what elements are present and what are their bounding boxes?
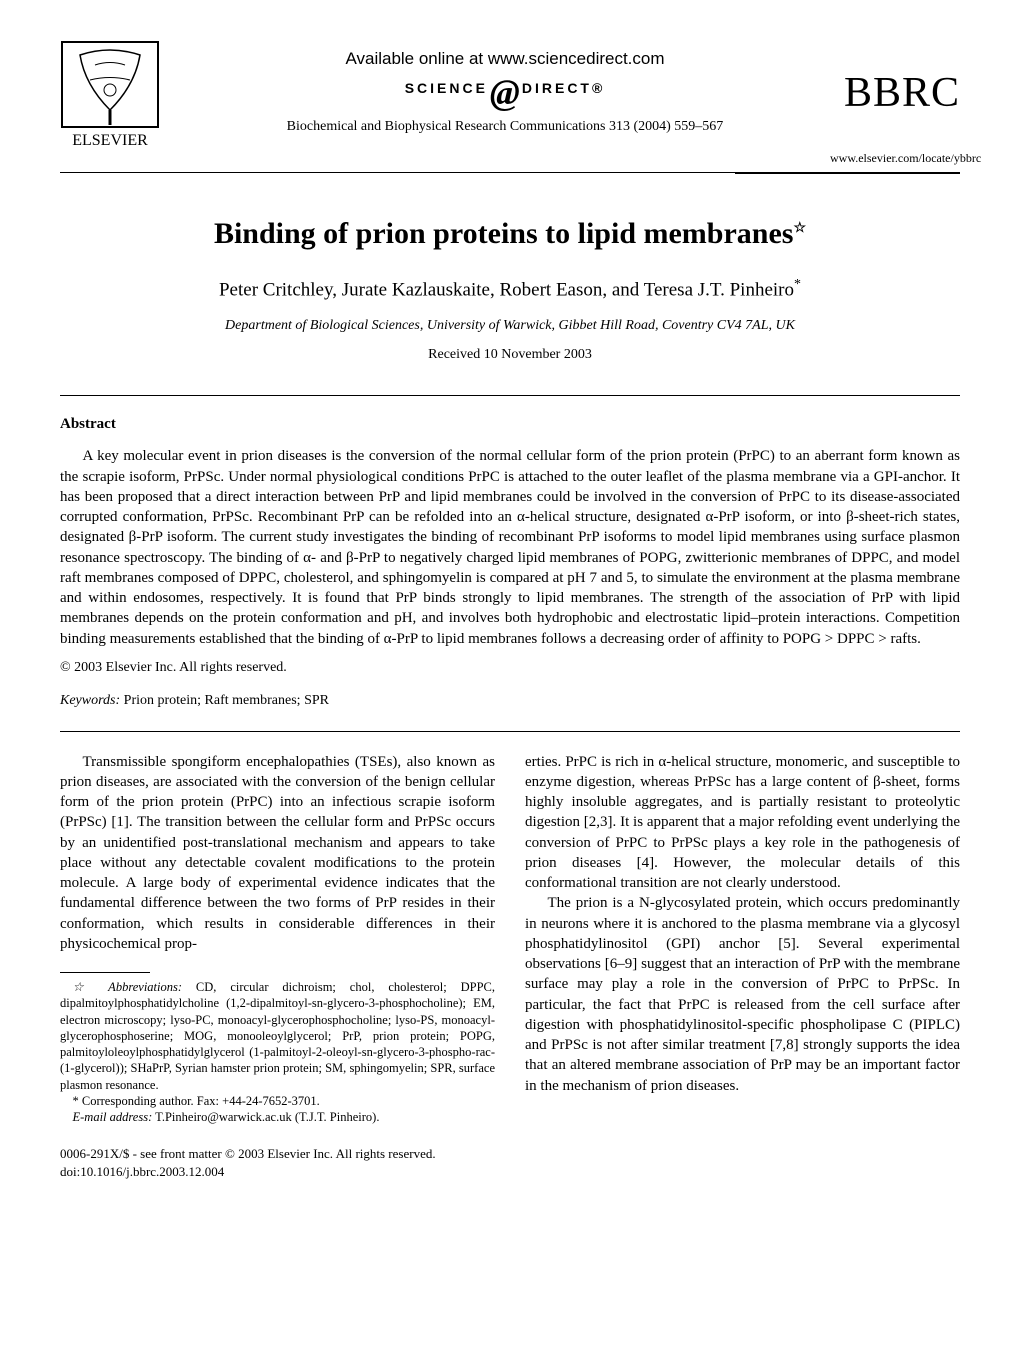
- journal-url: www.elsevier.com/locate/ybbrc: [830, 150, 960, 166]
- keywords-line: Keywords: Prion protein; Raft membranes;…: [60, 692, 960, 711]
- left-column: Transmissible spongiform encephalopathie…: [60, 752, 495, 1126]
- sciencedirect-logo: SCIENCE @ DIRECT®: [405, 79, 606, 98]
- corresponding-footnote: * Corresponding author. Fax: +44-24-7652…: [60, 1093, 495, 1109]
- keywords-label: Keywords:: [60, 693, 120, 708]
- sd-direct-text: DIRECT®: [522, 79, 605, 98]
- elsevier-text: ELSEVIER: [72, 132, 148, 149]
- rule-left: [60, 172, 735, 174]
- footer-line-1: 0006-291X/$ - see front matter © 2003 El…: [60, 1145, 960, 1163]
- right-column: erties. PrPC is rich in α-helical struct…: [525, 752, 960, 1126]
- abbrev-label: ☆ Abbreviations:: [73, 980, 183, 994]
- title-text: Binding of prion proteins to lipid membr…: [214, 217, 794, 250]
- rule-right: [735, 172, 960, 174]
- header-columns: ELSEVIER Available online at www.science…: [60, 40, 960, 166]
- keywords-text: Prion protein; Raft membranes; SPR: [120, 693, 329, 708]
- abbreviations-footnote: ☆ Abbreviations: CD, circular dichroism;…: [60, 979, 495, 1093]
- divider-bottom: [60, 731, 960, 732]
- intro-paragraph-right-2: The prion is a N-glycosylated protein, w…: [525, 893, 960, 1096]
- journal-citation: Biochemical and Biophysical Research Com…: [180, 118, 830, 137]
- email-value: T.Pinheiro@warwick.ac.uk (T.J.T. Pinheir…: [152, 1110, 379, 1124]
- affiliation: Department of Biological Sciences, Unive…: [60, 317, 960, 336]
- article-title: Binding of prion proteins to lipid membr…: [60, 214, 960, 255]
- email-label: E-mail address:: [73, 1110, 153, 1124]
- header-center: Available online at www.sciencedirect.co…: [180, 40, 830, 137]
- intro-paragraph-right-1: erties. PrPC is rich in α-helical struct…: [525, 752, 960, 894]
- title-footnote-mark: ☆: [793, 221, 806, 236]
- authors-text: Peter Critchley, Jurate Kazlauskaite, Ro…: [219, 280, 794, 301]
- author-list: Peter Critchley, Jurate Kazlauskaite, Ro…: [60, 276, 960, 303]
- journal-logo-column: BBRC www.elsevier.com/locate/ybbrc: [830, 40, 960, 166]
- abstract-body: A key molecular event in prion diseases …: [60, 446, 960, 649]
- header-rule: [60, 172, 960, 174]
- footer-meta: 0006-291X/$ - see front matter © 2003 El…: [60, 1145, 960, 1180]
- footer-line-2: doi:10.1016/j.bbrc.2003.12.004: [60, 1163, 960, 1181]
- abstract-paragraph: A key molecular event in prion diseases …: [60, 446, 960, 649]
- email-footnote: E-mail address: T.Pinheiro@warwick.ac.uk…: [60, 1109, 495, 1125]
- publisher-logo-column: ELSEVIER: [60, 40, 180, 156]
- abstract-copyright: © 2003 Elsevier Inc. All rights reserved…: [60, 659, 960, 678]
- available-online-text: Available online at www.sciencedirect.co…: [180, 48, 830, 71]
- received-date: Received 10 November 2003: [60, 346, 960, 365]
- abbrev-body: CD, circular dichroism; chol, cholestero…: [60, 980, 495, 1092]
- divider-top: [60, 395, 960, 396]
- sd-science-text: SCIENCE: [405, 79, 488, 98]
- footnotes: ☆ Abbreviations: CD, circular dichroism;…: [60, 979, 495, 1125]
- elsevier-logo-icon: ELSEVIER: [60, 40, 160, 150]
- page-header: ELSEVIER Available online at www.science…: [60, 40, 960, 174]
- intro-paragraph-left: Transmissible spongiform encephalopathie…: [60, 752, 495, 955]
- footnote-rule: [60, 972, 150, 973]
- bbrc-logo: BBRC: [830, 65, 960, 122]
- body-columns: Transmissible spongiform encephalopathie…: [60, 752, 960, 1126]
- abstract-heading: Abstract: [60, 414, 960, 434]
- corresponding-mark: *: [794, 277, 801, 292]
